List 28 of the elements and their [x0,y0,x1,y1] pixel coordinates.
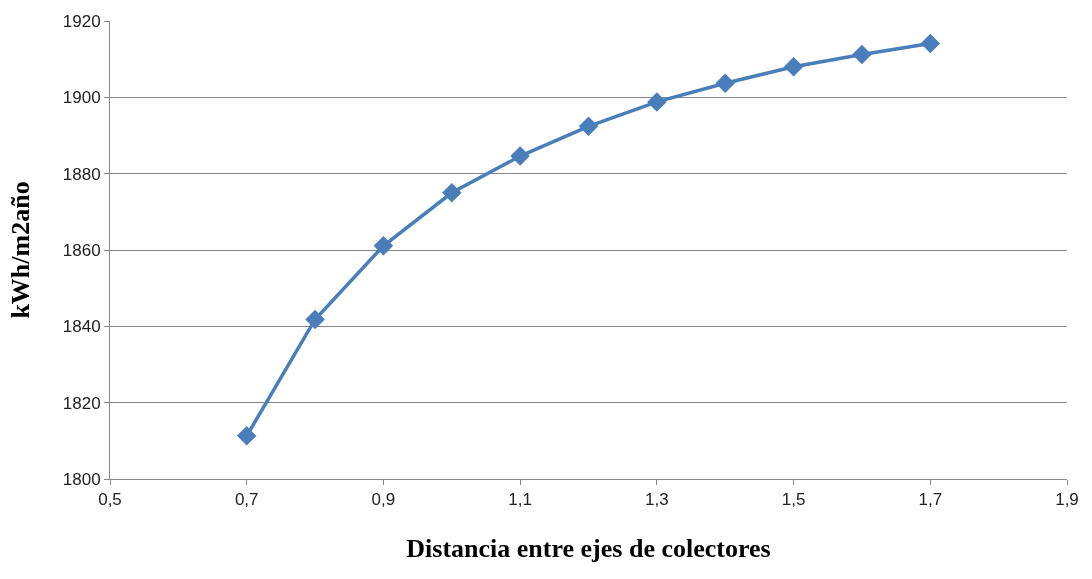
x-tick-label: 0,7 [234,490,259,510]
point [920,33,941,54]
x-tick-label: 1,7 [918,490,943,510]
y-tick-label: 1820 [62,393,101,413]
x-axis-title: Distancia entre ejes de colectores [406,534,771,564]
point [442,183,462,203]
y-tick-label: 1920 [62,11,101,31]
y-tick-label: 1880 [62,164,101,184]
y-tick-label: 1900 [62,88,101,108]
y-tick-label: 1840 [62,317,101,337]
point [236,426,257,446]
point [373,236,394,256]
point [783,57,804,77]
point [510,146,530,166]
x-tick-label: 1,1 [508,490,532,510]
x-tick-label: 0,5 [98,490,122,510]
point [715,73,735,93]
point [647,92,667,112]
point [578,116,599,137]
y-axis-title: kWh/m2año [6,181,36,319]
x-tick-label: 1,9 [1055,490,1079,510]
x-tick-label: 0,9 [371,490,396,510]
point [852,44,872,65]
point [305,309,325,330]
x-tick-label: 1,5 [781,490,806,510]
y-tick-label: 1800 [62,469,101,489]
y-tick-label: 1860 [62,240,101,260]
x-tick-label: 1,3 [645,490,669,510]
